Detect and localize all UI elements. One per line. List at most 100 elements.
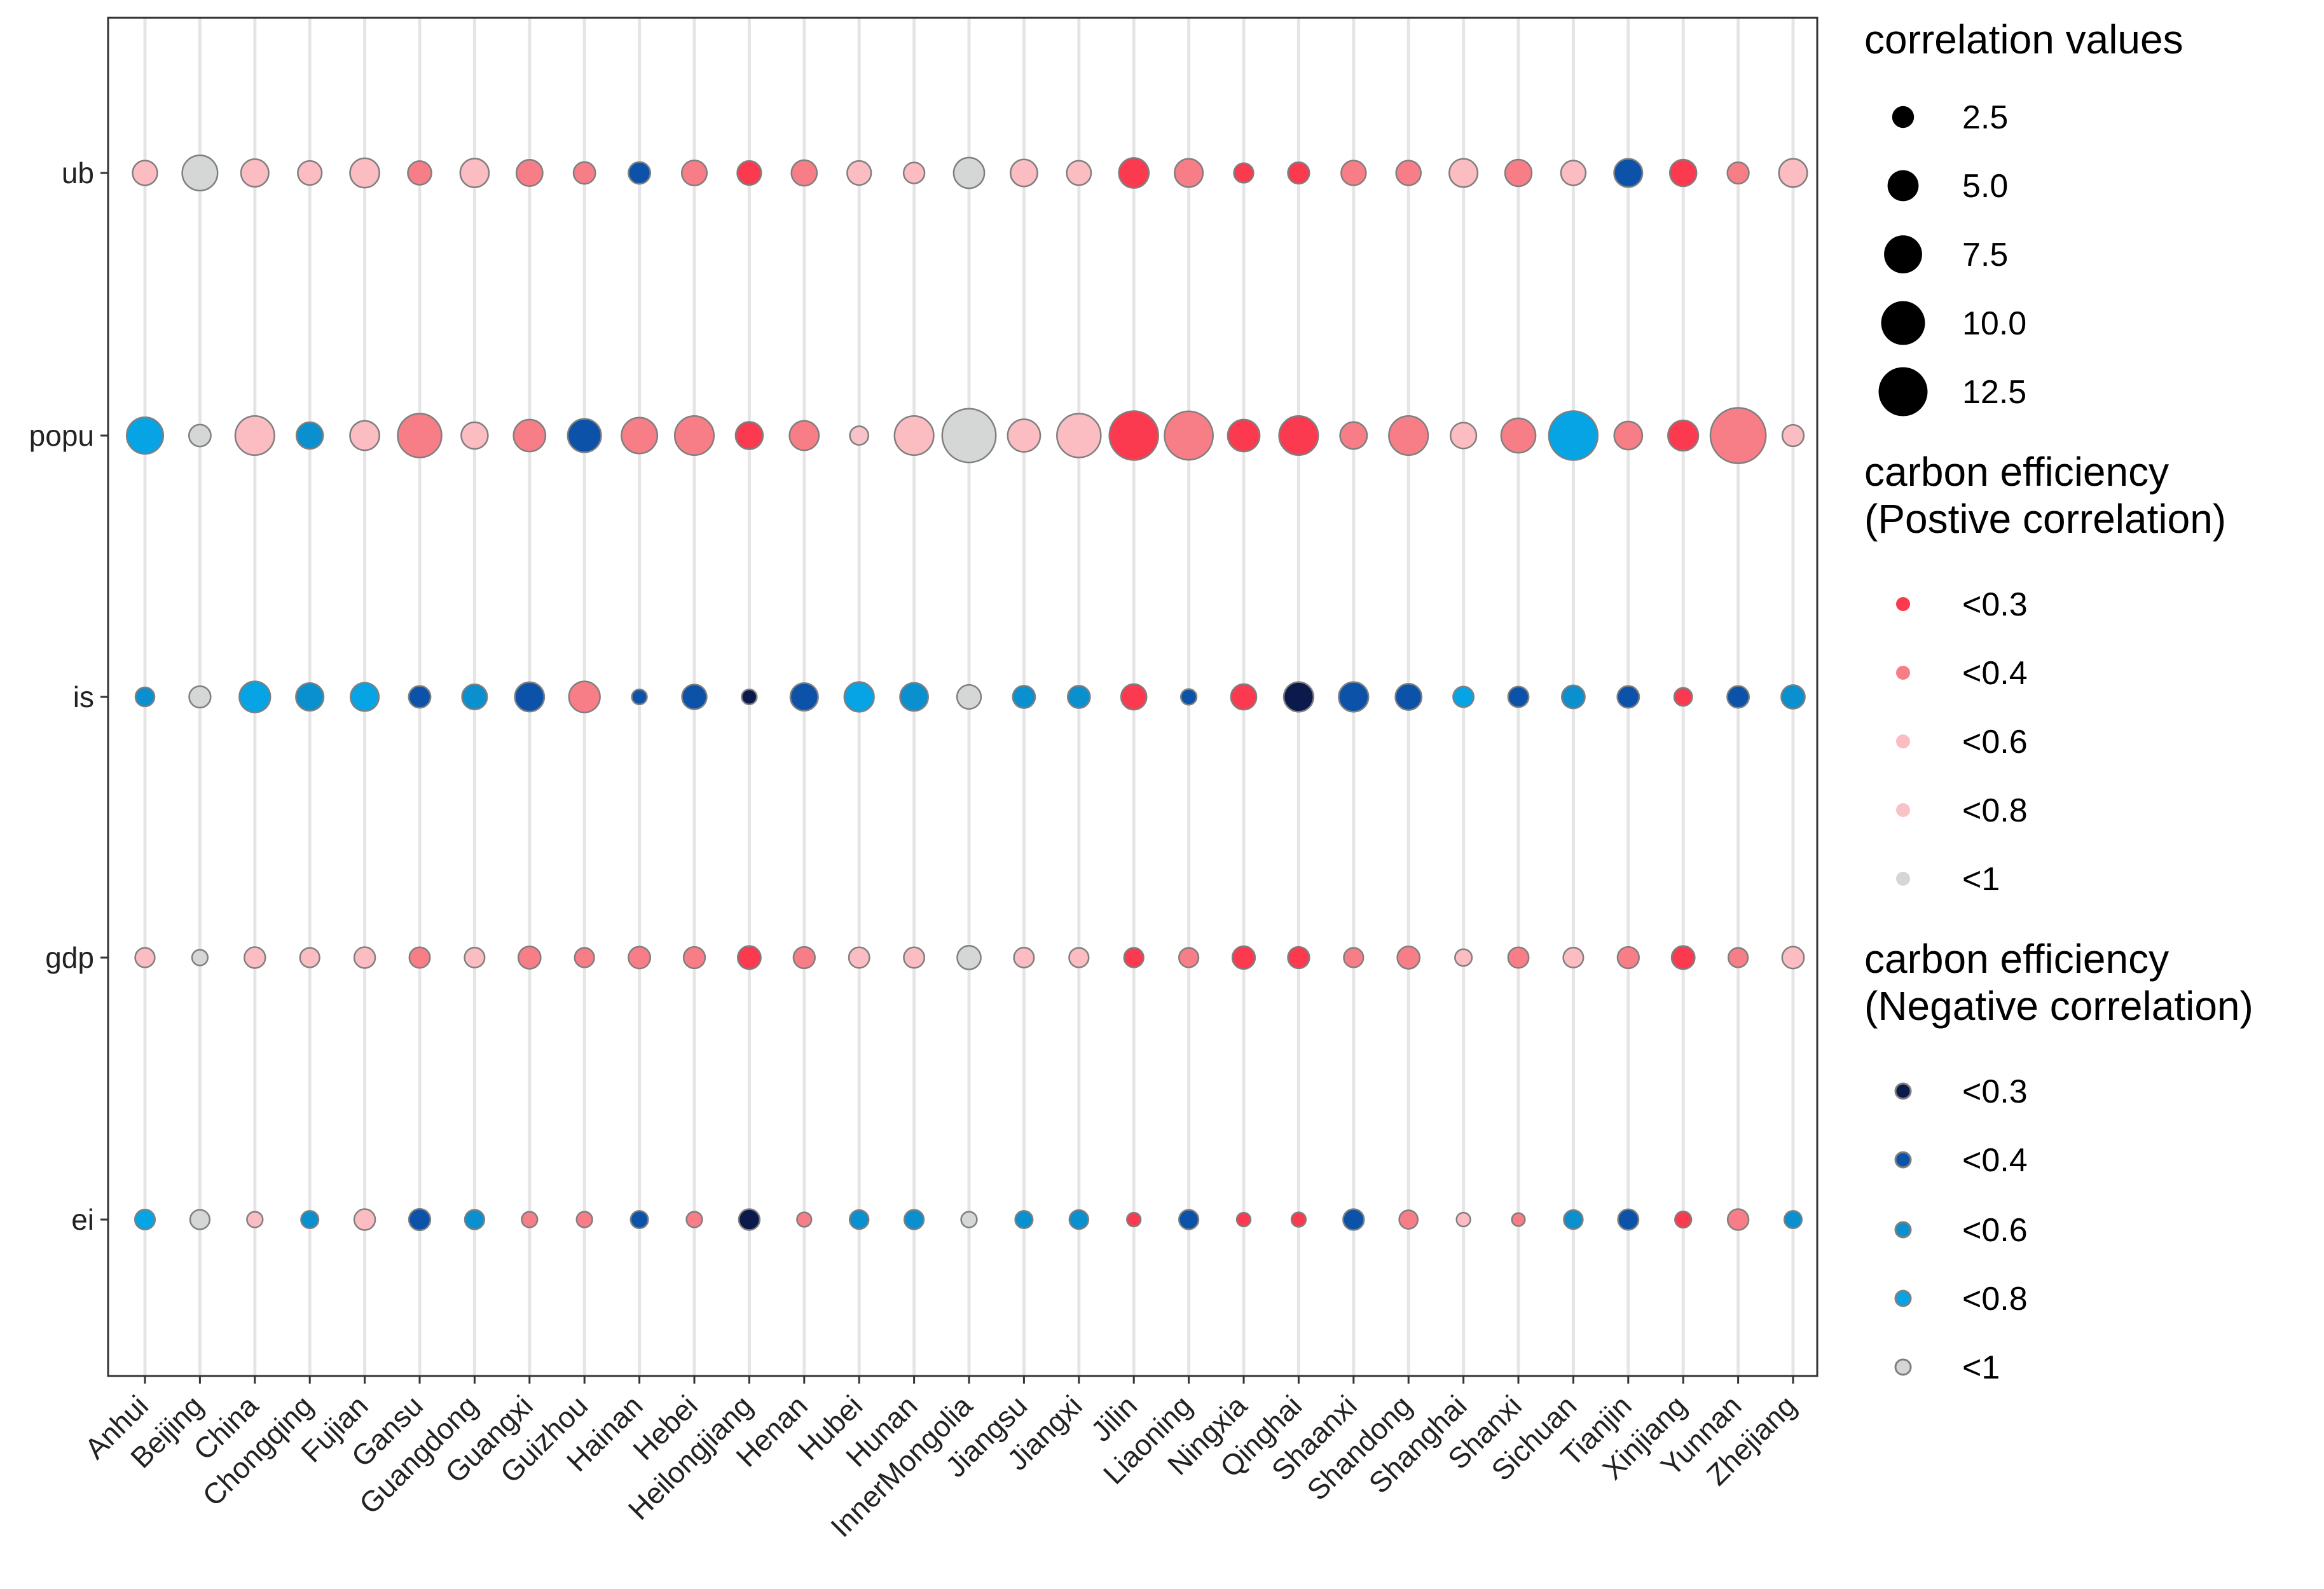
bubble-is-shanghai xyxy=(1452,685,1475,708)
y-axis: ub popu is gdp ei xyxy=(29,156,108,1236)
legend-negative-key-1 xyxy=(1894,1151,1912,1169)
bubble-gdp-heilongjiang xyxy=(736,945,762,970)
bubble-popu-hunan xyxy=(893,415,935,457)
bubble-ub-yunnan xyxy=(1726,161,1750,185)
bubble-gdp-jilin xyxy=(1123,947,1145,968)
bubble-gdp-hunan xyxy=(903,946,926,969)
bubble-popu-tianjin xyxy=(1613,420,1644,451)
bubble-ub-qinghai xyxy=(1287,161,1310,185)
bubble-gdp-liaoning xyxy=(1178,947,1200,968)
bubble-ei-hubei xyxy=(848,1209,870,1230)
bubble-is-shandong xyxy=(1394,683,1423,711)
bubble-ei-jiangxi xyxy=(1068,1209,1090,1230)
bubble-gdp-jiangxi xyxy=(1068,947,1090,968)
bubble-is-anhui xyxy=(134,686,156,708)
legend-size-label-1: 5.0 xyxy=(1962,168,2008,205)
bubble-is-liaoning xyxy=(1179,688,1198,706)
legend-positive-key-4 xyxy=(1896,872,1910,886)
legend-size-label-2: 7.5 xyxy=(1962,237,2008,273)
legend-size-key-1 xyxy=(1887,170,1919,202)
legend-negative-label-0: <0.3 xyxy=(1962,1073,2028,1110)
bubble-ei-ningxia xyxy=(1235,1211,1252,1228)
bubble-is-innermongolia xyxy=(956,684,982,710)
bubble-ei-chongqing xyxy=(300,1209,320,1230)
bubble-gdp-china xyxy=(244,946,266,969)
bubble-gdp-hainan xyxy=(628,946,652,970)
bubble-gdp-shandong xyxy=(1396,946,1421,970)
y-tick-label-popu: popu xyxy=(29,419,94,452)
bubble-popu-shaanxi xyxy=(1339,421,1368,450)
bubble-ub-guangdong xyxy=(459,158,490,188)
bubble-ub-tianjin xyxy=(1613,158,1644,188)
bubble-ei-liaoning xyxy=(1178,1209,1200,1230)
bubble-popu-sichuan xyxy=(1548,410,1599,461)
bubble-ub-innermongolia xyxy=(952,156,986,189)
bubble-ub-hubei xyxy=(846,160,872,186)
bubble-is-gansu xyxy=(408,685,432,709)
bubble-is-china xyxy=(238,680,272,713)
bubble-gdp-shaanxi xyxy=(1343,947,1365,968)
bubble-popu-fujian xyxy=(349,420,380,451)
bubble-is-shaanxi xyxy=(1338,681,1370,713)
legend-negative-label-3: <0.8 xyxy=(1962,1281,2028,1317)
legend-positive-label-4: <1 xyxy=(1962,861,2000,898)
legend-negative: carbon efficiency (Negative correlation)… xyxy=(1864,936,2253,1386)
legend-positive-title-line2: (Postive correlation) xyxy=(1864,496,2226,542)
bubble-ub-fujian xyxy=(349,157,380,189)
bubble-ei-shanxi xyxy=(1511,1212,1526,1227)
y-tick-label-gdp: gdp xyxy=(45,941,94,974)
bubble-gdp-fujian xyxy=(353,946,376,969)
bubble-gdp-yunnan xyxy=(1727,947,1749,968)
bubble-ub-hunan xyxy=(902,162,926,184)
bubble-popu-jilin xyxy=(1108,410,1159,461)
bubble-ub-chongqing xyxy=(297,160,323,186)
bubble-ub-henan xyxy=(790,159,818,187)
bubble-popu-heilongjiang xyxy=(734,421,764,450)
bubble-ub-anhui xyxy=(132,160,158,186)
bubble-gdp-xinjiang xyxy=(1670,945,1696,970)
bubble-is-zhejiang xyxy=(1780,684,1806,710)
bubble-popu-liaoning xyxy=(1164,410,1214,461)
bubble-popu-guangdong xyxy=(460,421,489,450)
legend-positive-key-3 xyxy=(1896,803,1910,817)
bubble-popu-xinjiang xyxy=(1667,419,1700,452)
bubble-is-yunnan xyxy=(1726,685,1750,709)
bubble-ub-hainan xyxy=(628,161,652,185)
bubble-ub-hebei xyxy=(680,159,708,187)
bubble-ub-shanxi xyxy=(1504,158,1533,188)
bubble-popu-shandong xyxy=(1388,415,1429,457)
bubble-ei-hebei xyxy=(685,1211,703,1228)
bubble-popu-chongqing xyxy=(295,421,324,450)
bubble-ei-fujian xyxy=(353,1208,376,1231)
legend-positive-title-line1: carbon efficiency xyxy=(1864,449,2169,495)
bubble-is-jilin xyxy=(1120,683,1148,711)
bubble-gdp-innermongolia xyxy=(956,945,982,970)
bubble-popu-zhejiang xyxy=(1781,423,1805,448)
bubble-is-qinghai xyxy=(1282,681,1315,713)
legend-positive-label-3: <0.8 xyxy=(1962,792,2028,829)
bubble-popu-hubei xyxy=(849,425,870,446)
bubble-ei-guizhou xyxy=(575,1211,593,1228)
bubble-is-guangxi xyxy=(514,681,546,713)
bubble-gdp-tianjin xyxy=(1616,946,1640,970)
bubble-ub-guangxi xyxy=(515,159,544,187)
bubble-gdp-guangxi xyxy=(517,946,542,970)
bubble-popu-jiangxi xyxy=(1056,413,1102,458)
bubble-is-xinjiang xyxy=(1673,687,1693,707)
y-tick-label-ei: ei xyxy=(71,1203,94,1236)
legend-size-key-0 xyxy=(1892,106,1915,128)
bubble-is-sichuan xyxy=(1560,684,1586,710)
bubble-ei-tianjin xyxy=(1617,1208,1640,1231)
legend-size-title: correlation values xyxy=(1864,17,2183,62)
bubble-gdp-shanghai xyxy=(1454,948,1473,967)
legend-negative-key-3 xyxy=(1894,1290,1912,1307)
bubble-popu-jiangsu xyxy=(1007,418,1042,453)
bubble-ei-shandong xyxy=(1398,1209,1419,1230)
legend-size-label-0: 2.5 xyxy=(1962,99,2008,136)
bubble-popu-shanxi xyxy=(1500,417,1537,454)
bubble-popu-qinghai xyxy=(1278,415,1319,457)
bubble-ei-guangdong xyxy=(464,1209,486,1230)
legend-negative-key-0 xyxy=(1894,1082,1912,1100)
bubble-is-guizhou xyxy=(568,680,601,713)
